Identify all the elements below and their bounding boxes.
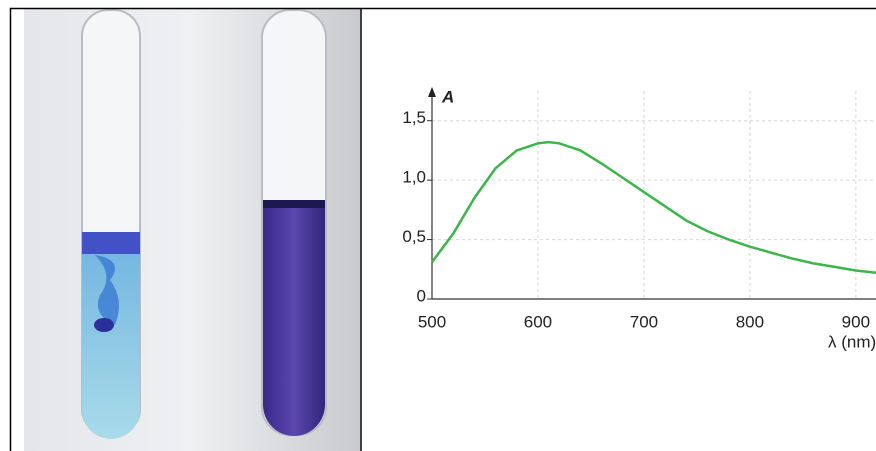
y-tick-label: 0,5 <box>402 227 426 246</box>
y-axis-arrow <box>428 87 436 97</box>
x-tick-label: 900 <box>842 312 870 331</box>
y-tick-label: 1,0 <box>402 168 426 187</box>
photo <box>24 9 360 451</box>
y-tick-label: 1,5 <box>402 108 426 127</box>
y-tick-label: 0 <box>417 286 426 305</box>
x-tick-label: 600 <box>524 312 552 331</box>
table-border <box>9 7 876 451</box>
absorbance-curve <box>430 140 876 274</box>
x-axis-label: λ (nm) <box>828 332 876 351</box>
x-tick-label: 800 <box>736 312 764 331</box>
chart: A λ (nm) 0 0,5 1,0 1,5 500 600 700 800 900 <box>402 87 876 351</box>
x-tick-label: 500 <box>418 312 446 331</box>
y-axis-label: A <box>441 87 454 106</box>
x-tick-label: 700 <box>630 312 658 331</box>
